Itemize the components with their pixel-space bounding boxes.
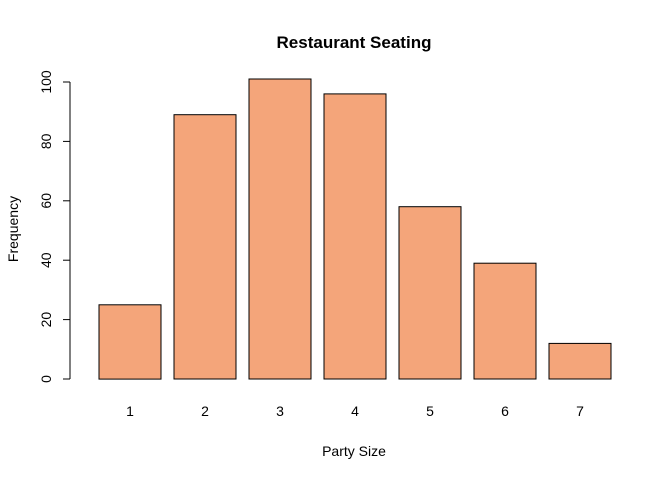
bar-6 (473, 262, 537, 380)
bar-4 (323, 93, 387, 380)
x-tick-label-4: 4 (351, 403, 359, 419)
bar-2 (173, 114, 237, 380)
y-tick-label-80: 80 (38, 133, 54, 149)
bar-1 (98, 304, 162, 380)
bars-group (98, 78, 612, 380)
x-tick-label-3: 3 (276, 403, 284, 419)
x-tick-label-7: 7 (576, 403, 584, 419)
x-axis-label: Party Size (322, 443, 386, 459)
chart-title: Restaurant Seating (277, 33, 432, 52)
x-tick-label-2: 2 (201, 403, 209, 419)
y-axis: 0 20 40 60 80 100 (38, 70, 71, 383)
x-tick-label-6: 6 (501, 403, 509, 419)
x-tick-labels: 1 2 3 4 5 6 7 (126, 403, 584, 419)
x-tick-label-5: 5 (426, 403, 434, 419)
y-tick-label-60: 60 (38, 193, 54, 209)
y-axis-label: Frequency (5, 196, 21, 262)
y-tick-label-100: 100 (38, 70, 54, 94)
bar-7 (548, 342, 612, 380)
bar-5 (398, 206, 462, 380)
y-tick-label-0: 0 (38, 375, 54, 383)
x-tick-label-1: 1 (126, 403, 134, 419)
bar-3 (248, 78, 312, 380)
y-tick-label-20: 20 (38, 312, 54, 328)
y-tick-label-40: 40 (38, 252, 54, 268)
